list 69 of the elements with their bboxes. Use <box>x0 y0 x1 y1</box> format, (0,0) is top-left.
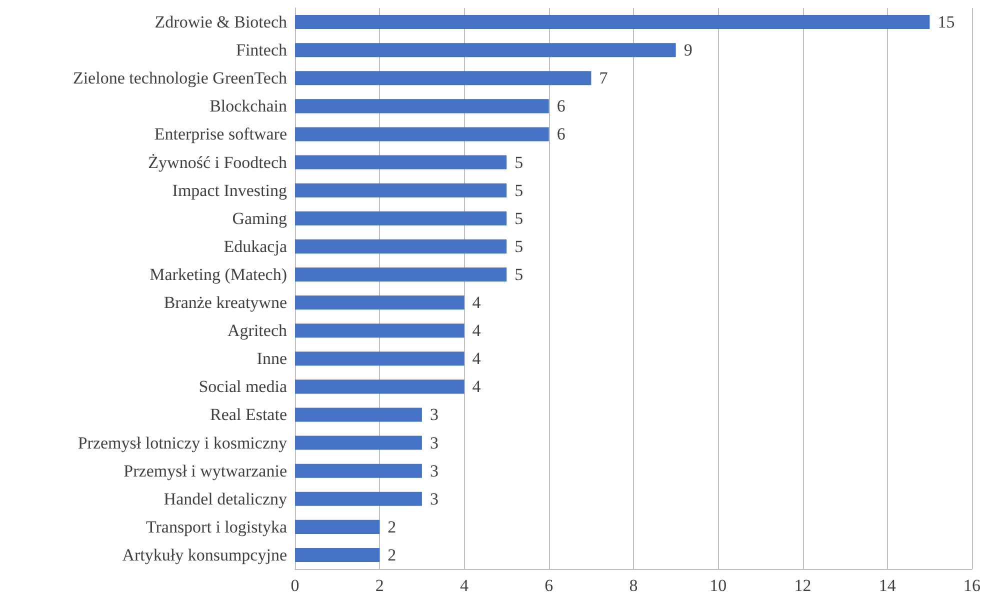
y-tick-label: Artykuły konsumpcyjne <box>122 545 287 564</box>
y-tick-label: Żywność i Foodtech <box>148 152 288 172</box>
bar <box>295 548 380 562</box>
y-tick-label: Marketing (Matech) <box>150 264 287 284</box>
y-tick-label: Blockchain <box>210 96 288 116</box>
x-tick-label: 14 <box>878 576 896 595</box>
data-label: 3 <box>430 461 438 480</box>
bar <box>295 352 464 366</box>
bar <box>295 15 930 30</box>
data-label: 3 <box>430 405 438 424</box>
x-tick-label: 16 <box>964 576 980 595</box>
y-tick-label: Handel detaliczny <box>164 489 288 508</box>
y-tick-label: Branże kreatywne <box>164 293 287 312</box>
data-label: 15 <box>938 12 955 32</box>
bar <box>295 324 464 338</box>
bar <box>295 520 380 534</box>
bar <box>295 492 422 506</box>
bar <box>295 380 464 394</box>
x-tick-label: 0 <box>290 576 300 595</box>
data-label: 3 <box>430 489 438 508</box>
y-tick-label: Fintech <box>236 40 288 60</box>
y-tick-label: Agritech <box>228 321 288 340</box>
x-tick-label: 8 <box>629 576 638 595</box>
bar <box>295 267 507 282</box>
bar <box>295 408 422 422</box>
bar <box>295 155 507 170</box>
data-label: 4 <box>472 321 482 340</box>
bar <box>295 43 676 58</box>
x-tick-label: 4 <box>460 576 469 595</box>
data-label: 5 <box>514 264 524 284</box>
y-tick-label: Przemysł i wytwarzanie <box>124 461 287 480</box>
data-label: 9 <box>684 40 692 60</box>
x-tick-label: 2 <box>375 576 384 595</box>
data-label: 5 <box>514 152 524 172</box>
y-tick-label: Impact Investing <box>172 180 288 200</box>
data-label: 2 <box>388 545 396 564</box>
bar <box>295 99 549 114</box>
y-tick-label: Zdrowie & Biotech <box>154 12 288 32</box>
y-tick-label: Przemysł lotniczy i kosmiczny <box>78 433 288 452</box>
data-label: 5 <box>514 236 524 256</box>
bar <box>295 436 422 450</box>
bar <box>295 71 592 86</box>
y-tick-label: Enterprise software <box>154 124 287 144</box>
y-tick-label: Inne <box>256 349 287 368</box>
data-label: 2 <box>388 517 396 536</box>
data-label: 4 <box>472 293 482 312</box>
bar <box>295 211 507 226</box>
x-tick-label: 10 <box>710 576 727 595</box>
x-tick-label: 12 <box>794 576 812 595</box>
data-label: 5 <box>514 208 524 228</box>
bar <box>295 239 507 254</box>
bar <box>295 464 422 478</box>
data-label: 7 <box>599 68 608 88</box>
data-label: 6 <box>556 124 566 144</box>
y-tick-label: Zielone technologie GreenTech <box>72 68 288 88</box>
bar <box>295 127 549 142</box>
data-label: 4 <box>472 349 482 368</box>
x-tick-label: 6 <box>544 576 554 595</box>
bar <box>295 183 507 198</box>
y-tick-label: Transport i logistyka <box>146 517 288 536</box>
y-tick-label: Real Estate <box>210 405 287 424</box>
bar <box>295 296 464 310</box>
data-label: 4 <box>472 377 482 396</box>
data-label: 3 <box>430 433 438 452</box>
data-label: 5 <box>514 180 524 200</box>
y-tick-label: Gaming <box>232 208 288 228</box>
y-tick-label: Edukacja <box>224 236 288 256</box>
y-tick-label: Social media <box>198 377 288 396</box>
data-label: 6 <box>556 96 566 116</box>
